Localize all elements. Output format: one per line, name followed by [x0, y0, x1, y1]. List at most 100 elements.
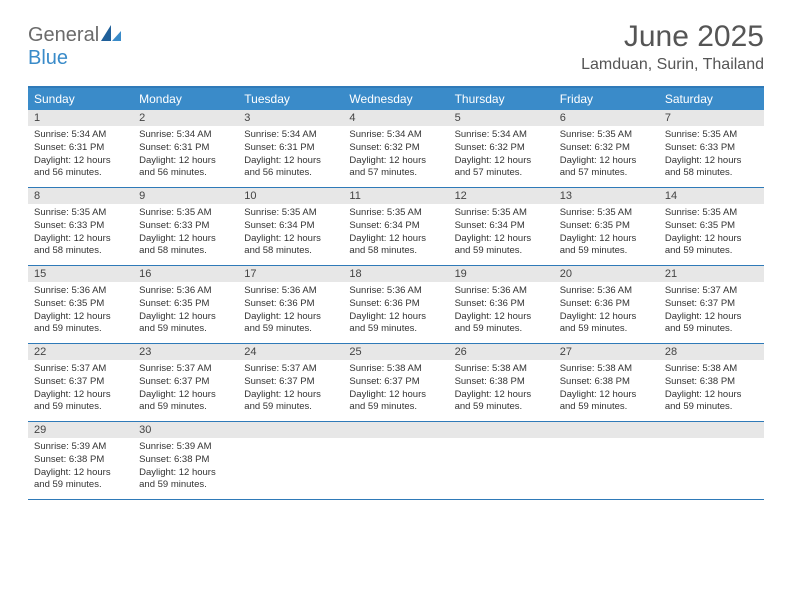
daylight-text: Daylight: 12 hours and 59 minutes.: [455, 311, 548, 337]
day-number: 28: [659, 344, 764, 360]
day-number: 10: [238, 188, 343, 204]
day-cell: Sunrise: 5:35 AMSunset: 6:34 PMDaylight:…: [238, 204, 343, 265]
sunrise-text: Sunrise: 5:34 AM: [34, 129, 127, 142]
sunset-text: Sunset: 6:36 PM: [560, 298, 653, 311]
daylight-text: Daylight: 12 hours and 59 minutes.: [139, 389, 232, 415]
day-cell: Sunrise: 5:37 AMSunset: 6:37 PMDaylight:…: [28, 360, 133, 421]
day-cell: [554, 438, 659, 499]
sunset-text: Sunset: 6:31 PM: [139, 142, 232, 155]
sunrise-text: Sunrise: 5:34 AM: [455, 129, 548, 142]
day-number: 3: [238, 110, 343, 126]
sunset-text: Sunset: 6:32 PM: [455, 142, 548, 155]
day-header-sunday: Sunday: [28, 88, 133, 110]
sunset-text: Sunset: 6:35 PM: [34, 298, 127, 311]
sunset-text: Sunset: 6:34 PM: [349, 220, 442, 233]
sunrise-text: Sunrise: 5:39 AM: [34, 441, 127, 454]
sunset-text: Sunset: 6:32 PM: [560, 142, 653, 155]
daylight-text: Daylight: 12 hours and 59 minutes.: [244, 311, 337, 337]
sunset-text: Sunset: 6:34 PM: [244, 220, 337, 233]
day-header-thursday: Thursday: [449, 88, 554, 110]
sunrise-text: Sunrise: 5:39 AM: [139, 441, 232, 454]
day-cell: Sunrise: 5:36 AMSunset: 6:36 PMDaylight:…: [343, 282, 448, 343]
sunrise-text: Sunrise: 5:37 AM: [34, 363, 127, 376]
logo-text: General Blue: [28, 24, 121, 70]
day-cell: [449, 438, 554, 499]
day-number: 21: [659, 266, 764, 282]
week-row: 15161718192021Sunrise: 5:36 AMSunset: 6:…: [28, 266, 764, 344]
daylight-text: Daylight: 12 hours and 59 minutes.: [455, 233, 548, 259]
day-cell: Sunrise: 5:38 AMSunset: 6:38 PMDaylight:…: [659, 360, 764, 421]
day-number: 30: [133, 422, 238, 438]
daylight-text: Daylight: 12 hours and 56 minutes.: [34, 155, 127, 181]
day-number: 24: [238, 344, 343, 360]
sunset-text: Sunset: 6:37 PM: [349, 376, 442, 389]
sunset-text: Sunset: 6:37 PM: [665, 298, 758, 311]
daylight-text: Daylight: 12 hours and 58 minutes.: [139, 233, 232, 259]
day-number: 23: [133, 344, 238, 360]
sunrise-text: Sunrise: 5:36 AM: [244, 285, 337, 298]
day-cell: Sunrise: 5:35 AMSunset: 6:35 PMDaylight:…: [554, 204, 659, 265]
day-cell: Sunrise: 5:35 AMSunset: 6:34 PMDaylight:…: [343, 204, 448, 265]
day-number: 1: [28, 110, 133, 126]
day-headers: Sunday Monday Tuesday Wednesday Thursday…: [28, 88, 764, 110]
day-number: 16: [133, 266, 238, 282]
sunset-text: Sunset: 6:31 PM: [244, 142, 337, 155]
day-cell: Sunrise: 5:39 AMSunset: 6:38 PMDaylight:…: [28, 438, 133, 499]
day-header-monday: Monday: [133, 88, 238, 110]
sunset-text: Sunset: 6:33 PM: [665, 142, 758, 155]
sunset-text: Sunset: 6:35 PM: [665, 220, 758, 233]
day-number: 12: [449, 188, 554, 204]
day-number: [238, 422, 343, 438]
day-cell: Sunrise: 5:36 AMSunset: 6:35 PMDaylight:…: [133, 282, 238, 343]
sunset-text: Sunset: 6:34 PM: [455, 220, 548, 233]
daylight-text: Daylight: 12 hours and 59 minutes.: [665, 233, 758, 259]
day-number: 14: [659, 188, 764, 204]
sunrise-text: Sunrise: 5:35 AM: [139, 207, 232, 220]
day-header-tuesday: Tuesday: [238, 88, 343, 110]
daylight-text: Daylight: 12 hours and 59 minutes.: [349, 389, 442, 415]
day-cell: Sunrise: 5:35 AMSunset: 6:33 PMDaylight:…: [659, 126, 764, 187]
sunrise-text: Sunrise: 5:37 AM: [665, 285, 758, 298]
day-header-saturday: Saturday: [659, 88, 764, 110]
sunset-text: Sunset: 6:31 PM: [34, 142, 127, 155]
day-cell: Sunrise: 5:37 AMSunset: 6:37 PMDaylight:…: [659, 282, 764, 343]
day-cell: Sunrise: 5:35 AMSunset: 6:32 PMDaylight:…: [554, 126, 659, 187]
day-number: 4: [343, 110, 448, 126]
week-row: 1234567Sunrise: 5:34 AMSunset: 6:31 PMDa…: [28, 110, 764, 188]
day-cell: Sunrise: 5:37 AMSunset: 6:37 PMDaylight:…: [238, 360, 343, 421]
sail-icon: [101, 25, 121, 46]
sunrise-text: Sunrise: 5:34 AM: [244, 129, 337, 142]
day-cell: Sunrise: 5:35 AMSunset: 6:33 PMDaylight:…: [28, 204, 133, 265]
sunrise-text: Sunrise: 5:38 AM: [665, 363, 758, 376]
day-number: 29: [28, 422, 133, 438]
sunrise-text: Sunrise: 5:35 AM: [665, 207, 758, 220]
day-number: [554, 422, 659, 438]
sunrise-text: Sunrise: 5:35 AM: [665, 129, 758, 142]
daylight-text: Daylight: 12 hours and 59 minutes.: [665, 389, 758, 415]
day-cell: Sunrise: 5:34 AMSunset: 6:31 PMDaylight:…: [28, 126, 133, 187]
day-number: 15: [28, 266, 133, 282]
page-header: General Blue June 2025 Lamduan, Surin, T…: [28, 20, 764, 74]
day-cell: Sunrise: 5:34 AMSunset: 6:31 PMDaylight:…: [238, 126, 343, 187]
day-number: 25: [343, 344, 448, 360]
day-number: 27: [554, 344, 659, 360]
daylight-text: Daylight: 12 hours and 59 minutes.: [349, 311, 442, 337]
logo: General Blue: [28, 24, 121, 70]
daylight-text: Daylight: 12 hours and 59 minutes.: [139, 467, 232, 493]
day-cell: Sunrise: 5:34 AMSunset: 6:31 PMDaylight:…: [133, 126, 238, 187]
week-row: 22232425262728Sunrise: 5:37 AMSunset: 6:…: [28, 344, 764, 422]
day-number: 11: [343, 188, 448, 204]
sunset-text: Sunset: 6:36 PM: [244, 298, 337, 311]
sunset-text: Sunset: 6:38 PM: [455, 376, 548, 389]
sunrise-text: Sunrise: 5:36 AM: [349, 285, 442, 298]
day-cell: [343, 438, 448, 499]
daylight-text: Daylight: 12 hours and 59 minutes.: [34, 467, 127, 493]
day-number: [343, 422, 448, 438]
day-number: 17: [238, 266, 343, 282]
sunrise-text: Sunrise: 5:34 AM: [139, 129, 232, 142]
day-cell: Sunrise: 5:35 AMSunset: 6:33 PMDaylight:…: [133, 204, 238, 265]
day-number: 9: [133, 188, 238, 204]
day-number: 2: [133, 110, 238, 126]
day-cell: Sunrise: 5:36 AMSunset: 6:36 PMDaylight:…: [554, 282, 659, 343]
sunrise-text: Sunrise: 5:36 AM: [139, 285, 232, 298]
